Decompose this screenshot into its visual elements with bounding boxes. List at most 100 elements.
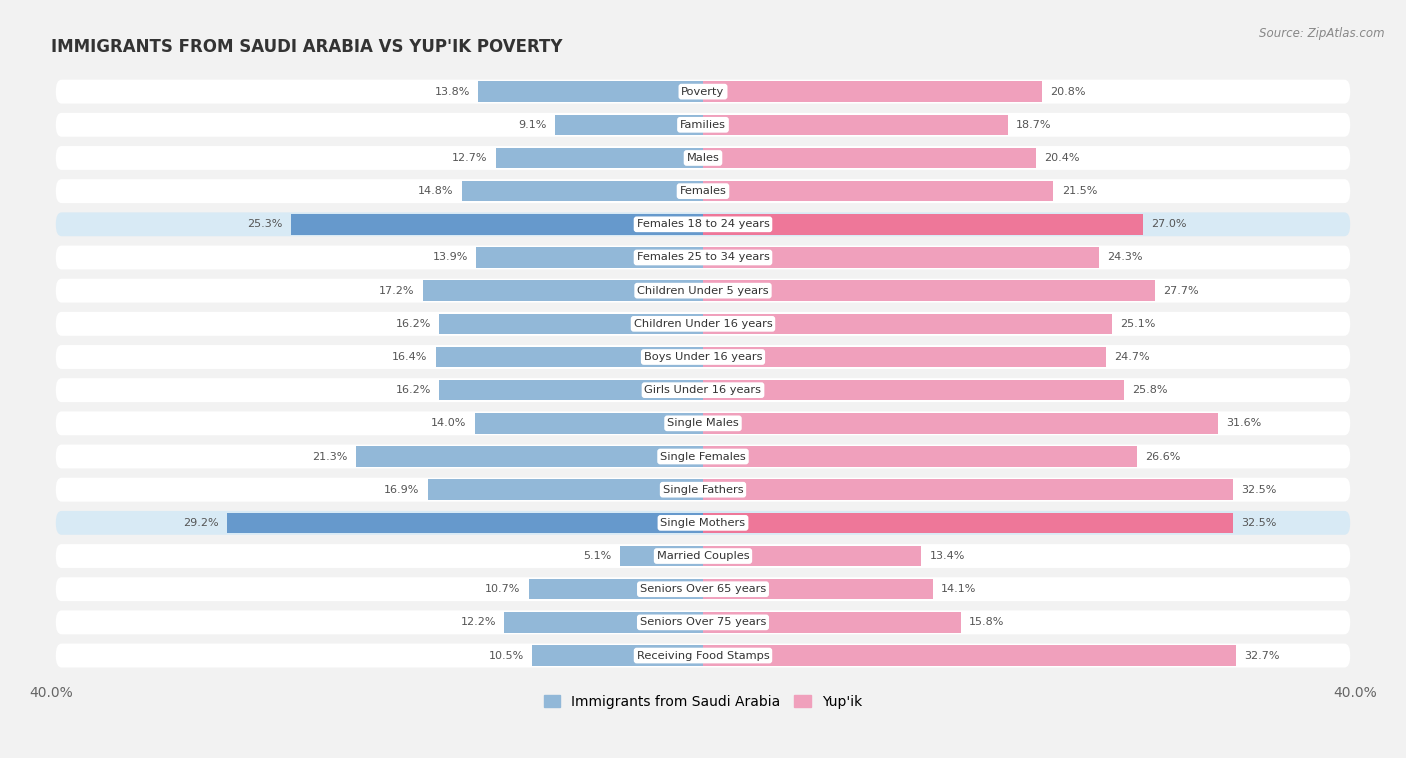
Bar (356, 446, 703, 467)
Text: Source: ZipAtlas.com: Source: ZipAtlas.com (1260, 27, 1385, 39)
Bar (703, 579, 932, 600)
Text: Males: Males (686, 153, 720, 163)
FancyBboxPatch shape (56, 246, 1350, 269)
Text: 15.8%: 15.8% (969, 617, 1004, 628)
Bar (531, 645, 703, 666)
FancyBboxPatch shape (56, 578, 1350, 601)
Bar (703, 346, 1105, 368)
Text: 20.4%: 20.4% (1043, 153, 1080, 163)
Bar (427, 479, 703, 500)
Text: Boys Under 16 years: Boys Under 16 years (644, 352, 762, 362)
Text: 20.8%: 20.8% (1050, 86, 1085, 96)
Text: 27.7%: 27.7% (1163, 286, 1198, 296)
FancyBboxPatch shape (56, 378, 1350, 402)
Bar (529, 579, 703, 600)
Bar (703, 280, 1154, 301)
Text: Seniors Over 75 years: Seniors Over 75 years (640, 617, 766, 628)
Text: 14.8%: 14.8% (418, 186, 454, 196)
Bar (477, 247, 703, 268)
Bar (423, 280, 703, 301)
FancyBboxPatch shape (56, 212, 1350, 236)
Text: 27.0%: 27.0% (1152, 219, 1187, 230)
Text: 25.1%: 25.1% (1121, 319, 1156, 329)
Text: Females 25 to 34 years: Females 25 to 34 years (637, 252, 769, 262)
Text: 13.8%: 13.8% (434, 86, 470, 96)
Bar (703, 214, 1143, 234)
FancyBboxPatch shape (56, 511, 1350, 535)
Bar (703, 81, 1042, 102)
Text: Single Females: Single Females (661, 452, 745, 462)
Text: 14.1%: 14.1% (941, 584, 976, 594)
Text: 9.1%: 9.1% (519, 120, 547, 130)
Text: Children Under 16 years: Children Under 16 years (634, 319, 772, 329)
FancyBboxPatch shape (56, 644, 1350, 668)
FancyBboxPatch shape (56, 478, 1350, 502)
Text: Receiving Food Stamps: Receiving Food Stamps (637, 650, 769, 660)
Bar (226, 512, 703, 533)
Text: 16.9%: 16.9% (384, 484, 419, 495)
Bar (703, 247, 1099, 268)
Text: 29.2%: 29.2% (183, 518, 219, 528)
Text: 21.5%: 21.5% (1062, 186, 1097, 196)
Text: 21.3%: 21.3% (312, 452, 347, 462)
Text: 12.2%: 12.2% (461, 617, 496, 628)
Text: 16.2%: 16.2% (395, 385, 430, 395)
Bar (461, 181, 703, 202)
FancyBboxPatch shape (56, 412, 1350, 435)
Text: Single Mothers: Single Mothers (661, 518, 745, 528)
Text: 32.7%: 32.7% (1244, 650, 1279, 660)
Bar (703, 612, 960, 633)
Text: 10.7%: 10.7% (485, 584, 520, 594)
Bar (703, 314, 1112, 334)
FancyBboxPatch shape (56, 445, 1350, 468)
Legend: Immigrants from Saudi Arabia, Yup'ik: Immigrants from Saudi Arabia, Yup'ik (538, 690, 868, 715)
FancyBboxPatch shape (56, 279, 1350, 302)
Bar (703, 546, 921, 566)
FancyBboxPatch shape (56, 80, 1350, 104)
Bar (505, 612, 703, 633)
Text: 32.5%: 32.5% (1241, 518, 1277, 528)
Text: 14.0%: 14.0% (432, 418, 467, 428)
Text: 31.6%: 31.6% (1226, 418, 1261, 428)
Bar (703, 446, 1136, 467)
Text: Single Males: Single Males (666, 418, 740, 428)
Bar (703, 114, 1008, 135)
Bar (478, 81, 703, 102)
Text: 26.6%: 26.6% (1144, 452, 1180, 462)
Bar (496, 148, 703, 168)
FancyBboxPatch shape (56, 113, 1350, 136)
Bar (291, 214, 703, 234)
Text: 24.3%: 24.3% (1108, 252, 1143, 262)
Text: Females 18 to 24 years: Females 18 to 24 years (637, 219, 769, 230)
Bar (475, 413, 703, 434)
Text: 18.7%: 18.7% (1017, 120, 1052, 130)
Text: Children Under 5 years: Children Under 5 years (637, 286, 769, 296)
Text: 13.9%: 13.9% (433, 252, 468, 262)
Text: 12.7%: 12.7% (453, 153, 488, 163)
Text: 25.3%: 25.3% (247, 219, 283, 230)
Text: 25.8%: 25.8% (1132, 385, 1167, 395)
Bar (439, 314, 703, 334)
Text: Females: Females (679, 186, 727, 196)
FancyBboxPatch shape (56, 312, 1350, 336)
Text: Girls Under 16 years: Girls Under 16 years (644, 385, 762, 395)
Bar (703, 645, 1236, 666)
Text: 13.4%: 13.4% (929, 551, 965, 561)
Bar (439, 380, 703, 400)
Text: Poverty: Poverty (682, 86, 724, 96)
Text: 16.4%: 16.4% (392, 352, 427, 362)
Bar (703, 479, 1233, 500)
Text: Single Fathers: Single Fathers (662, 484, 744, 495)
Text: 17.2%: 17.2% (380, 286, 415, 296)
Bar (703, 512, 1233, 533)
Text: Families: Families (681, 120, 725, 130)
Bar (703, 181, 1053, 202)
FancyBboxPatch shape (56, 610, 1350, 634)
Bar (554, 114, 703, 135)
Text: 10.5%: 10.5% (488, 650, 523, 660)
Bar (436, 346, 703, 368)
Bar (703, 413, 1218, 434)
Text: 24.7%: 24.7% (1114, 352, 1150, 362)
Bar (703, 380, 1123, 400)
Bar (620, 546, 703, 566)
